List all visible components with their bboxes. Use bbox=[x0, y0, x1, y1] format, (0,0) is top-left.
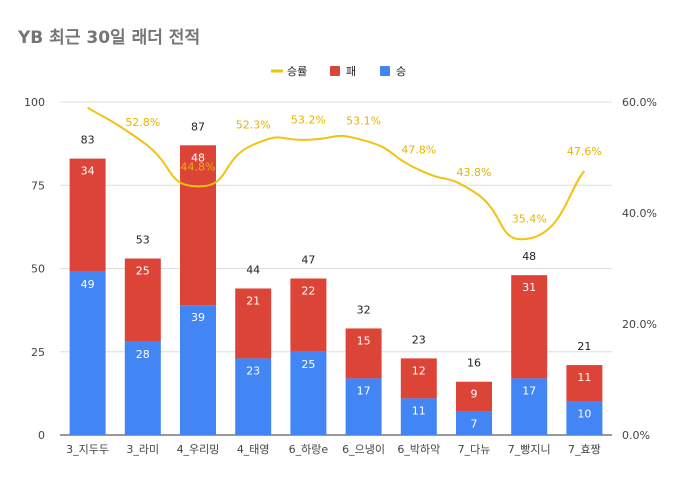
legend: 승률 패 승 bbox=[271, 65, 406, 78]
bar-loss bbox=[124, 258, 161, 342]
bar-loss-label: 34 bbox=[81, 165, 95, 178]
bar-win bbox=[400, 398, 437, 435]
y-tick-label: 100 bbox=[24, 96, 45, 109]
x-category-label: 4_우리밍 bbox=[177, 443, 220, 456]
bar-win-label: 28 bbox=[136, 348, 150, 361]
bar-loss-label: 48 bbox=[191, 151, 205, 164]
bar-win bbox=[180, 305, 216, 435]
bar-win-label: 10 bbox=[577, 408, 591, 421]
bar-loss bbox=[180, 145, 216, 306]
chart-title: YB 최근 30일 래더 전적 bbox=[17, 28, 200, 48]
data-labels: 49 34 83 28 25 53 39 48 87 23 21 44 25 22 47 17 15 32 11 12… bbox=[81, 114, 602, 431]
y2-tick-label: 20.0% bbox=[622, 318, 657, 331]
bar-loss-label: 15 bbox=[357, 334, 371, 347]
bar-total-label: 21 bbox=[577, 340, 591, 353]
bars bbox=[69, 145, 603, 435]
bar-loss-label: 21 bbox=[246, 294, 260, 307]
win-rate-label: 52.3% bbox=[236, 119, 271, 132]
bar-win-label: 39 bbox=[191, 311, 205, 324]
x-category-label: 6_하랑e bbox=[289, 442, 329, 456]
bar-loss bbox=[235, 288, 272, 359]
bar-win bbox=[345, 378, 382, 435]
bar-loss-label: 9 bbox=[471, 388, 478, 401]
bar-win bbox=[511, 378, 548, 435]
legend-label: 패 bbox=[346, 65, 356, 78]
win-rate-label: 35.4% bbox=[512, 213, 547, 226]
bar-total-label: 83 bbox=[81, 134, 95, 147]
bar-loss bbox=[345, 328, 382, 379]
bar-win-label: 11 bbox=[412, 404, 426, 417]
bar-total-label: 48 bbox=[522, 250, 536, 263]
win-rate-label: 44.8% bbox=[181, 160, 216, 173]
x-category-label: 7_효짱 bbox=[568, 443, 601, 456]
bar-total-label: 53 bbox=[136, 234, 150, 247]
bar-win-label: 49 bbox=[81, 278, 95, 291]
legend-swatch-win bbox=[380, 66, 390, 76]
bar-total-label: 44 bbox=[246, 263, 260, 276]
x-category-label: 4_태영 bbox=[237, 443, 270, 456]
win-rate-label: 47.6% bbox=[567, 145, 602, 158]
x-category-label: 3_지두두 bbox=[66, 443, 109, 456]
y-tick-label: 50 bbox=[31, 263, 45, 276]
y2-tick-label: 0.0% bbox=[622, 429, 650, 442]
bar-loss-label: 31 bbox=[522, 281, 536, 294]
bar-loss bbox=[566, 365, 603, 402]
bar-loss bbox=[290, 278, 327, 352]
win-rate-label: 47.8% bbox=[401, 144, 436, 157]
bar-total-label: 23 bbox=[412, 333, 426, 346]
bar-win bbox=[290, 351, 327, 435]
bar-win bbox=[235, 358, 272, 435]
bar-total-label: 47 bbox=[301, 253, 315, 266]
bar-win bbox=[124, 341, 161, 435]
bar-loss bbox=[456, 381, 492, 412]
bar-win-label: 25 bbox=[301, 358, 315, 371]
win-rate-label: 52.8% bbox=[125, 116, 160, 129]
bar-win bbox=[456, 411, 492, 435]
bar-win-label: 17 bbox=[357, 384, 371, 397]
bar-win bbox=[566, 401, 603, 435]
y-tick-label: 75 bbox=[31, 179, 45, 192]
x-category-label: 6_으냉이 bbox=[342, 443, 385, 456]
win-rate-line-path bbox=[87, 106, 586, 241]
x-category-label: 7_빵지니 bbox=[508, 443, 551, 456]
legend-label: 승률 bbox=[287, 65, 307, 78]
win-rate-label: 53.2% bbox=[291, 114, 326, 127]
y-tick-label: 25 bbox=[31, 346, 45, 359]
bar-win-label: 17 bbox=[522, 384, 536, 397]
x-category-label: 6_박하악 bbox=[397, 442, 440, 456]
axes: 0 25 50 75 100 0.0% 20.0% 40.0% 60.0% 3_지두두 3_라미 4_… bbox=[24, 96, 657, 456]
win-rate-label: 43.8% bbox=[457, 166, 492, 179]
x-category-label: 7_다뉴 bbox=[458, 443, 491, 456]
bar-total-label: 32 bbox=[357, 303, 371, 316]
legend-label: 승 bbox=[396, 65, 406, 78]
win-rate-line bbox=[87, 106, 586, 241]
x-category-label: 3_라미 bbox=[126, 443, 159, 456]
bar-win-label: 23 bbox=[246, 364, 260, 377]
bar-loss-label: 11 bbox=[577, 371, 591, 384]
y2-tick-label: 40.0% bbox=[622, 207, 657, 220]
bar-loss bbox=[400, 358, 437, 399]
win-rate-label: 53.1% bbox=[346, 114, 381, 127]
bar-loss-label: 12 bbox=[412, 364, 426, 377]
bar-total-label: 16 bbox=[467, 357, 481, 370]
bar-win bbox=[69, 271, 106, 435]
y2-tick-label: 60.0% bbox=[622, 96, 657, 109]
bar-loss bbox=[69, 158, 106, 272]
bar-total-label: 87 bbox=[191, 120, 205, 133]
bar-win-label: 7 bbox=[471, 418, 478, 431]
legend-swatch-loss bbox=[330, 66, 340, 76]
bar-loss bbox=[511, 275, 548, 379]
bar-loss-label: 25 bbox=[136, 265, 150, 278]
bar-loss-label: 22 bbox=[301, 284, 315, 297]
y-tick-label: 0 bbox=[38, 429, 45, 442]
